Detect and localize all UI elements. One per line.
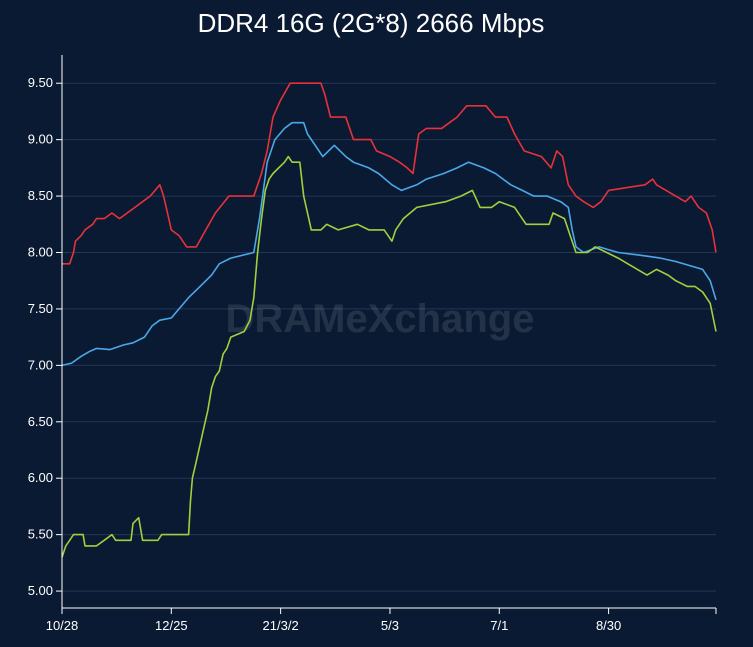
y-tick-label: 7.00 <box>28 357 53 372</box>
series-line-1 <box>62 82 717 265</box>
y-tick-label: 6.00 <box>28 470 53 485</box>
axes: 5.00 5.50 6.00 6.50 7.00 7.50 8.00 8.50 9.00 9.50… <box>28 55 717 633</box>
y-tick-label: 9.00 <box>28 132 53 147</box>
x-tick-label: 8/30 <box>596 618 621 633</box>
y-tick-label: 6.50 <box>28 414 53 429</box>
y-tick-label: 8.00 <box>28 245 53 260</box>
x-tick-label: 5/3 <box>381 618 399 633</box>
y-tick-label: 5.00 <box>28 583 53 598</box>
series-line-3 <box>61 155 717 558</box>
y-tick-label: 8.50 <box>28 188 53 203</box>
x-tick-label: 12/25 <box>155 618 188 633</box>
chart-title: DDR4 16G (2G*8) 2666 Mbps <box>198 8 545 38</box>
series-lines <box>61 82 717 558</box>
y-tick-label: 7.50 <box>28 301 53 316</box>
x-tick-label: 21/3/2 <box>263 618 299 633</box>
watermark-logo: DRAMeXchange <box>226 297 535 341</box>
series-line-2 <box>61 121 717 367</box>
x-tick-label: 7/1 <box>490 618 508 633</box>
y-tick-label: 5.50 <box>28 527 53 542</box>
x-tick-label: 10/28 <box>46 618 79 633</box>
y-tick-label: 9.50 <box>28 75 53 90</box>
